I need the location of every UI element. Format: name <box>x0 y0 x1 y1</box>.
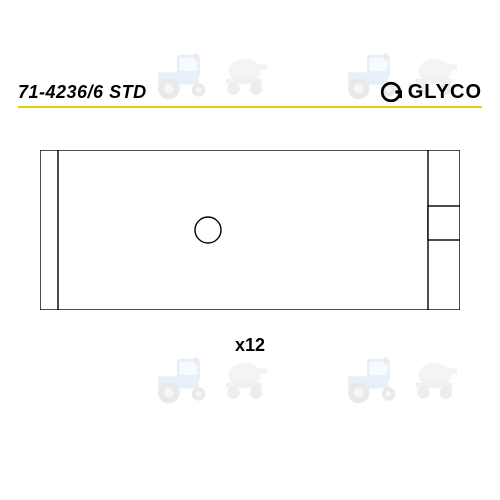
brand: GLYCO <box>380 81 482 104</box>
mixer-icon <box>214 354 278 404</box>
quantity-label: x12 <box>0 335 500 356</box>
tractor-icon <box>150 352 220 406</box>
watermark-unit <box>150 352 278 406</box>
brand-text: GLYCO <box>408 81 482 104</box>
drawing-svg <box>40 150 460 310</box>
mixer-icon <box>404 354 468 404</box>
part-number: 71-4236/6 STD <box>18 82 147 103</box>
brand-logo-icon <box>380 81 402 103</box>
header-row: 71-4236/6 STD GLYCO <box>18 78 482 106</box>
header-divider <box>18 106 482 108</box>
part-drawing <box>40 150 460 310</box>
watermark-unit <box>340 352 468 406</box>
tractor-icon <box>340 352 410 406</box>
